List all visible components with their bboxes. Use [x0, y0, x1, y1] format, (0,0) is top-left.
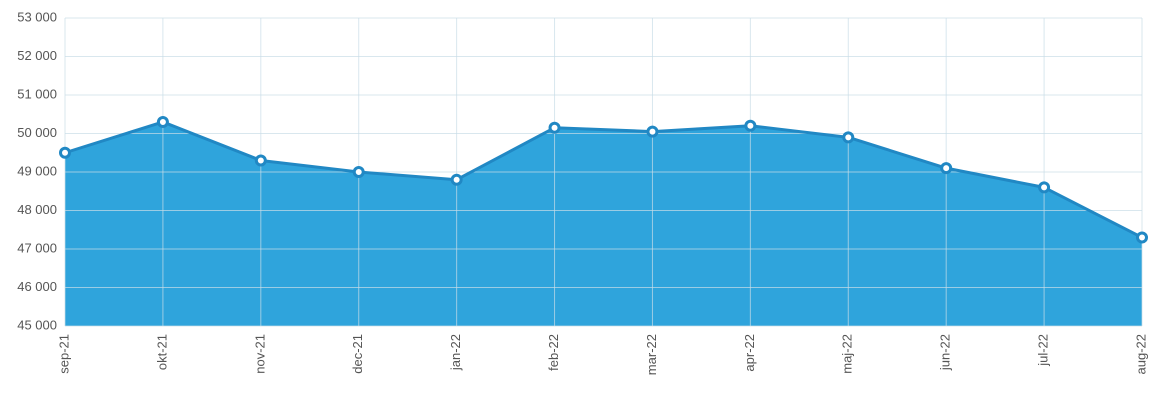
point — [254, 154, 267, 167]
y-tick-label: 46 000 — [17, 279, 57, 294]
x-tick-label: okt-21 — [154, 334, 169, 370]
point — [842, 131, 855, 144]
point — [744, 119, 757, 132]
point — [1038, 181, 1051, 194]
point — [940, 162, 953, 175]
x-tick-label: feb-22 — [546, 334, 561, 371]
x-tick-label: jun-22 — [938, 334, 953, 371]
x-tick-label: nov-21 — [252, 334, 267, 374]
point — [646, 125, 659, 138]
point — [548, 121, 561, 134]
y-tick-label: 51 000 — [17, 86, 57, 101]
x-tick-label: jan-22 — [448, 334, 463, 371]
line — [64, 120, 1143, 239]
x-tick-label: mar-22 — [644, 334, 659, 375]
x-tick-label: sep-21 — [56, 334, 71, 374]
x-tick-label: maj-22 — [840, 334, 855, 374]
x-tick-label: apr-22 — [742, 334, 757, 372]
x-tick-label: aug-22 — [1133, 334, 1148, 374]
y-tick-label: 47 000 — [17, 240, 57, 255]
y-tick-label: 53 000 — [17, 9, 57, 24]
point — [59, 146, 71, 159]
x-tick-label: dec-21 — [350, 334, 365, 374]
y-tick-label: 49 000 — [17, 163, 57, 178]
x-tick-label: jul-22 — [1036, 334, 1051, 367]
y-tick-label: 45 000 — [17, 317, 57, 332]
y-tick-label: 50 000 — [17, 125, 57, 140]
y-tick-label: 52 000 — [17, 48, 57, 63]
y-tick-label: 48 000 — [17, 202, 57, 217]
point — [450, 173, 463, 186]
point — [156, 115, 169, 128]
area — [65, 121, 1142, 326]
point — [1136, 231, 1148, 244]
point — [352, 166, 365, 178]
